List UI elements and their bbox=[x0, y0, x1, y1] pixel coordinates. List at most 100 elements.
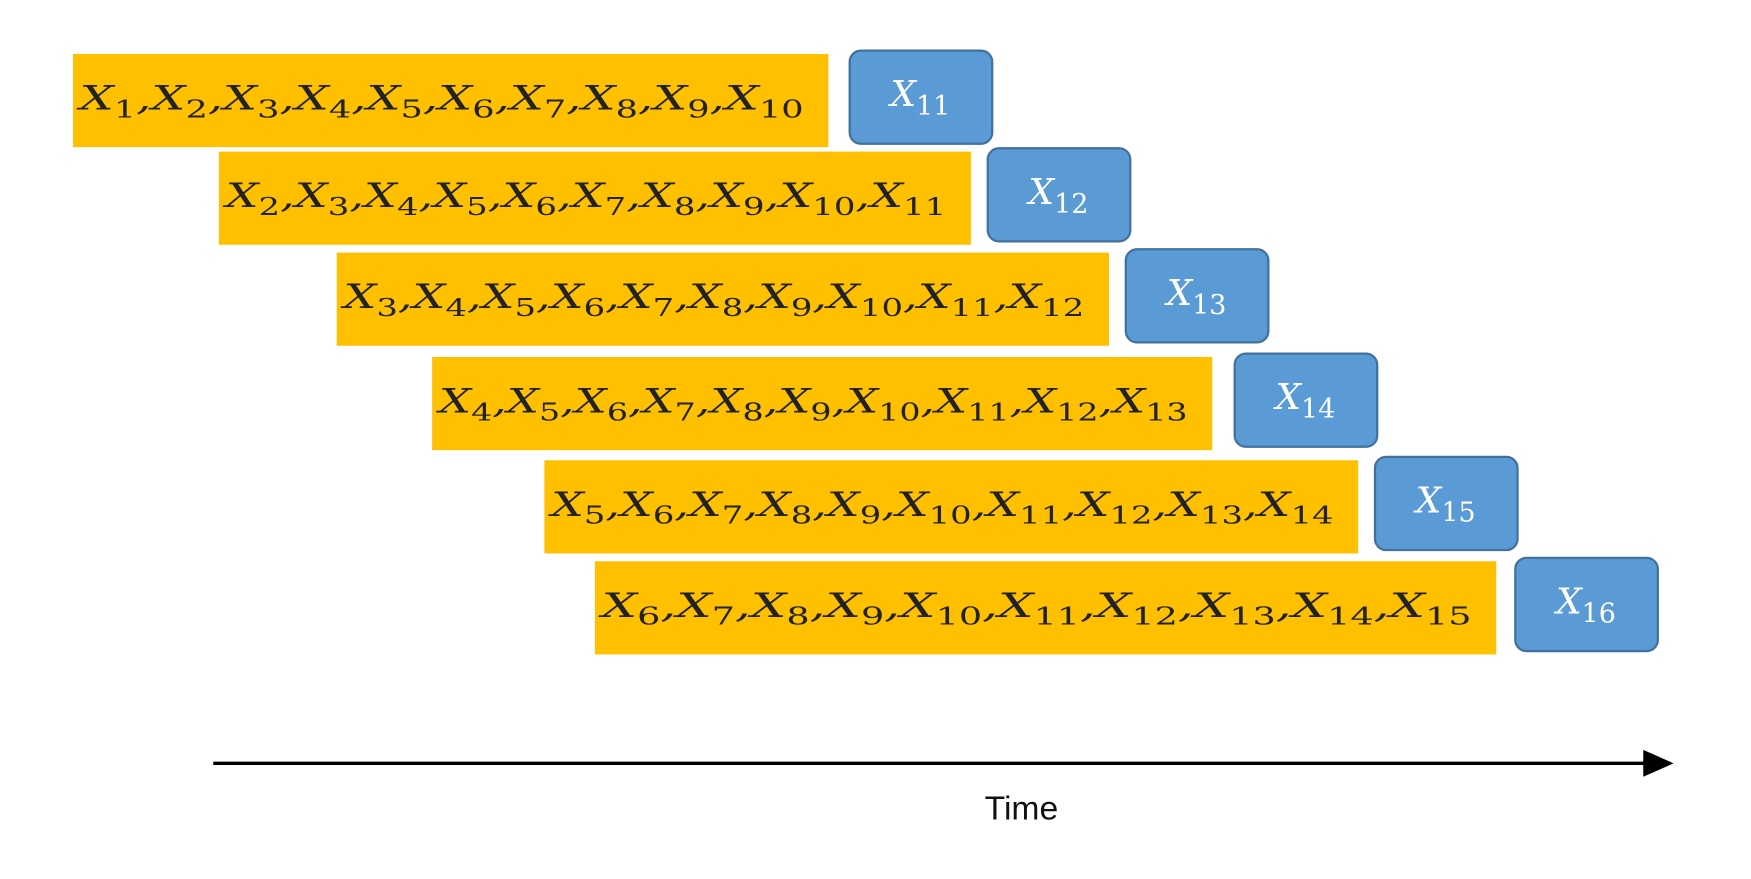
symbol: X bbox=[672, 586, 715, 625]
separator: , bbox=[735, 586, 751, 625]
symbol: X bbox=[362, 79, 403, 118]
separator: , bbox=[743, 277, 758, 316]
subscript: 11 bbox=[1033, 602, 1080, 631]
subscript: 9 bbox=[860, 501, 882, 530]
separator: , bbox=[1374, 586, 1390, 625]
subscript: 8 bbox=[743, 397, 764, 426]
separator: , bbox=[1178, 586, 1194, 625]
symbol: X bbox=[637, 176, 677, 215]
symbol: X bbox=[478, 277, 518, 316]
separator: , bbox=[280, 176, 295, 215]
window-row: X 4, X 5, X 6, X 7, X 8, X 9, X 10, X 11, X 12, X 13 X14 bbox=[432, 352, 1379, 451]
subscript: 5 bbox=[584, 501, 606, 530]
separator: , bbox=[764, 382, 778, 421]
symbol: X bbox=[638, 382, 677, 421]
input-window bbox=[72, 53, 829, 148]
subscript: 11 bbox=[916, 91, 950, 122]
symbol: X bbox=[685, 485, 725, 524]
symbol: X bbox=[775, 176, 815, 215]
symbol: X bbox=[547, 485, 587, 524]
subscript: 13 bbox=[1145, 397, 1187, 426]
symbol: X bbox=[571, 382, 610, 421]
target: X15 bbox=[1413, 480, 1476, 528]
separator: , bbox=[832, 382, 846, 421]
subscript: 15 bbox=[1425, 602, 1472, 631]
symbol: X bbox=[1020, 382, 1059, 421]
subscript: 11 bbox=[903, 192, 946, 221]
subscript: 13 bbox=[1200, 501, 1243, 530]
subscript: 15 bbox=[1441, 497, 1475, 528]
subscript: 14 bbox=[1327, 602, 1374, 631]
separator: , bbox=[812, 277, 827, 316]
subscript: 6 bbox=[584, 293, 606, 322]
symbol: X bbox=[435, 382, 474, 421]
symbol: X bbox=[1109, 382, 1148, 421]
symbol: X bbox=[931, 382, 970, 421]
symbol: X bbox=[568, 176, 608, 215]
subscript: 14 bbox=[1290, 501, 1333, 530]
symbol: X bbox=[616, 277, 656, 316]
separator: , bbox=[536, 277, 551, 316]
symbol: X bbox=[434, 79, 475, 118]
symbol: X bbox=[290, 79, 331, 118]
symbol: X bbox=[914, 277, 954, 316]
symbol: X bbox=[685, 277, 725, 316]
symbol: X bbox=[866, 176, 906, 215]
subscript: 6 bbox=[472, 94, 494, 123]
symbol: X bbox=[1189, 586, 1232, 625]
subscript: 10 bbox=[759, 94, 804, 123]
subscript: 10 bbox=[936, 602, 983, 631]
separator: , bbox=[136, 79, 151, 118]
input-window bbox=[594, 561, 1497, 655]
separator: , bbox=[280, 79, 295, 118]
subscript: 11 bbox=[967, 397, 1009, 426]
subscript: 8 bbox=[616, 94, 638, 123]
separator: , bbox=[492, 382, 506, 421]
symbol: X bbox=[1272, 377, 1302, 418]
subscript: 12 bbox=[1131, 602, 1178, 631]
target-box bbox=[1233, 352, 1379, 448]
symbol: X bbox=[746, 586, 789, 625]
subscript: 11 bbox=[1019, 501, 1062, 530]
time-label: Time bbox=[985, 790, 1059, 827]
symbol: X bbox=[147, 79, 188, 118]
subscript: 6 bbox=[653, 501, 675, 530]
separator: , bbox=[674, 485, 689, 524]
separator: , bbox=[1153, 485, 1168, 524]
subscript: 14 bbox=[1301, 394, 1335, 425]
input-sequence: X 6, X 7, X 8, X 9, X 10, X 11, X 12, X 13, X 14, X 15 bbox=[597, 586, 1471, 631]
subscript: 6 bbox=[535, 192, 557, 221]
target-box bbox=[848, 49, 994, 145]
input-window bbox=[336, 252, 1109, 346]
subscript: 7 bbox=[722, 501, 744, 530]
subscript: 4 bbox=[397, 192, 419, 221]
subscript: 4 bbox=[471, 397, 492, 426]
subscript: 4 bbox=[329, 94, 351, 123]
separator: , bbox=[921, 382, 935, 421]
symbol: X bbox=[616, 485, 656, 524]
symbol: X bbox=[339, 277, 379, 316]
separator: , bbox=[972, 485, 987, 524]
subscript: 5 bbox=[515, 293, 537, 322]
symbol: X bbox=[577, 79, 618, 118]
subscript: 1 bbox=[114, 94, 136, 123]
subscript: 13 bbox=[1192, 290, 1226, 321]
symbol: X bbox=[1073, 485, 1113, 524]
symbol: X bbox=[982, 485, 1022, 524]
separator: , bbox=[710, 79, 725, 118]
separator: , bbox=[1099, 382, 1113, 421]
target-box bbox=[1373, 455, 1519, 552]
symbol: X bbox=[1091, 586, 1134, 625]
symbol: X bbox=[706, 176, 746, 215]
subscript: 5 bbox=[466, 192, 488, 221]
subscript: 3 bbox=[376, 293, 398, 322]
input-window bbox=[218, 151, 971, 245]
subscript: 12 bbox=[1054, 189, 1088, 220]
target: X12 bbox=[1026, 172, 1089, 220]
symbol: X bbox=[1553, 581, 1583, 622]
symbol: X bbox=[547, 277, 587, 316]
separator: , bbox=[1010, 382, 1024, 421]
subscript: 9 bbox=[810, 397, 831, 426]
subscript: 9 bbox=[861, 602, 884, 631]
separator: , bbox=[467, 277, 482, 316]
